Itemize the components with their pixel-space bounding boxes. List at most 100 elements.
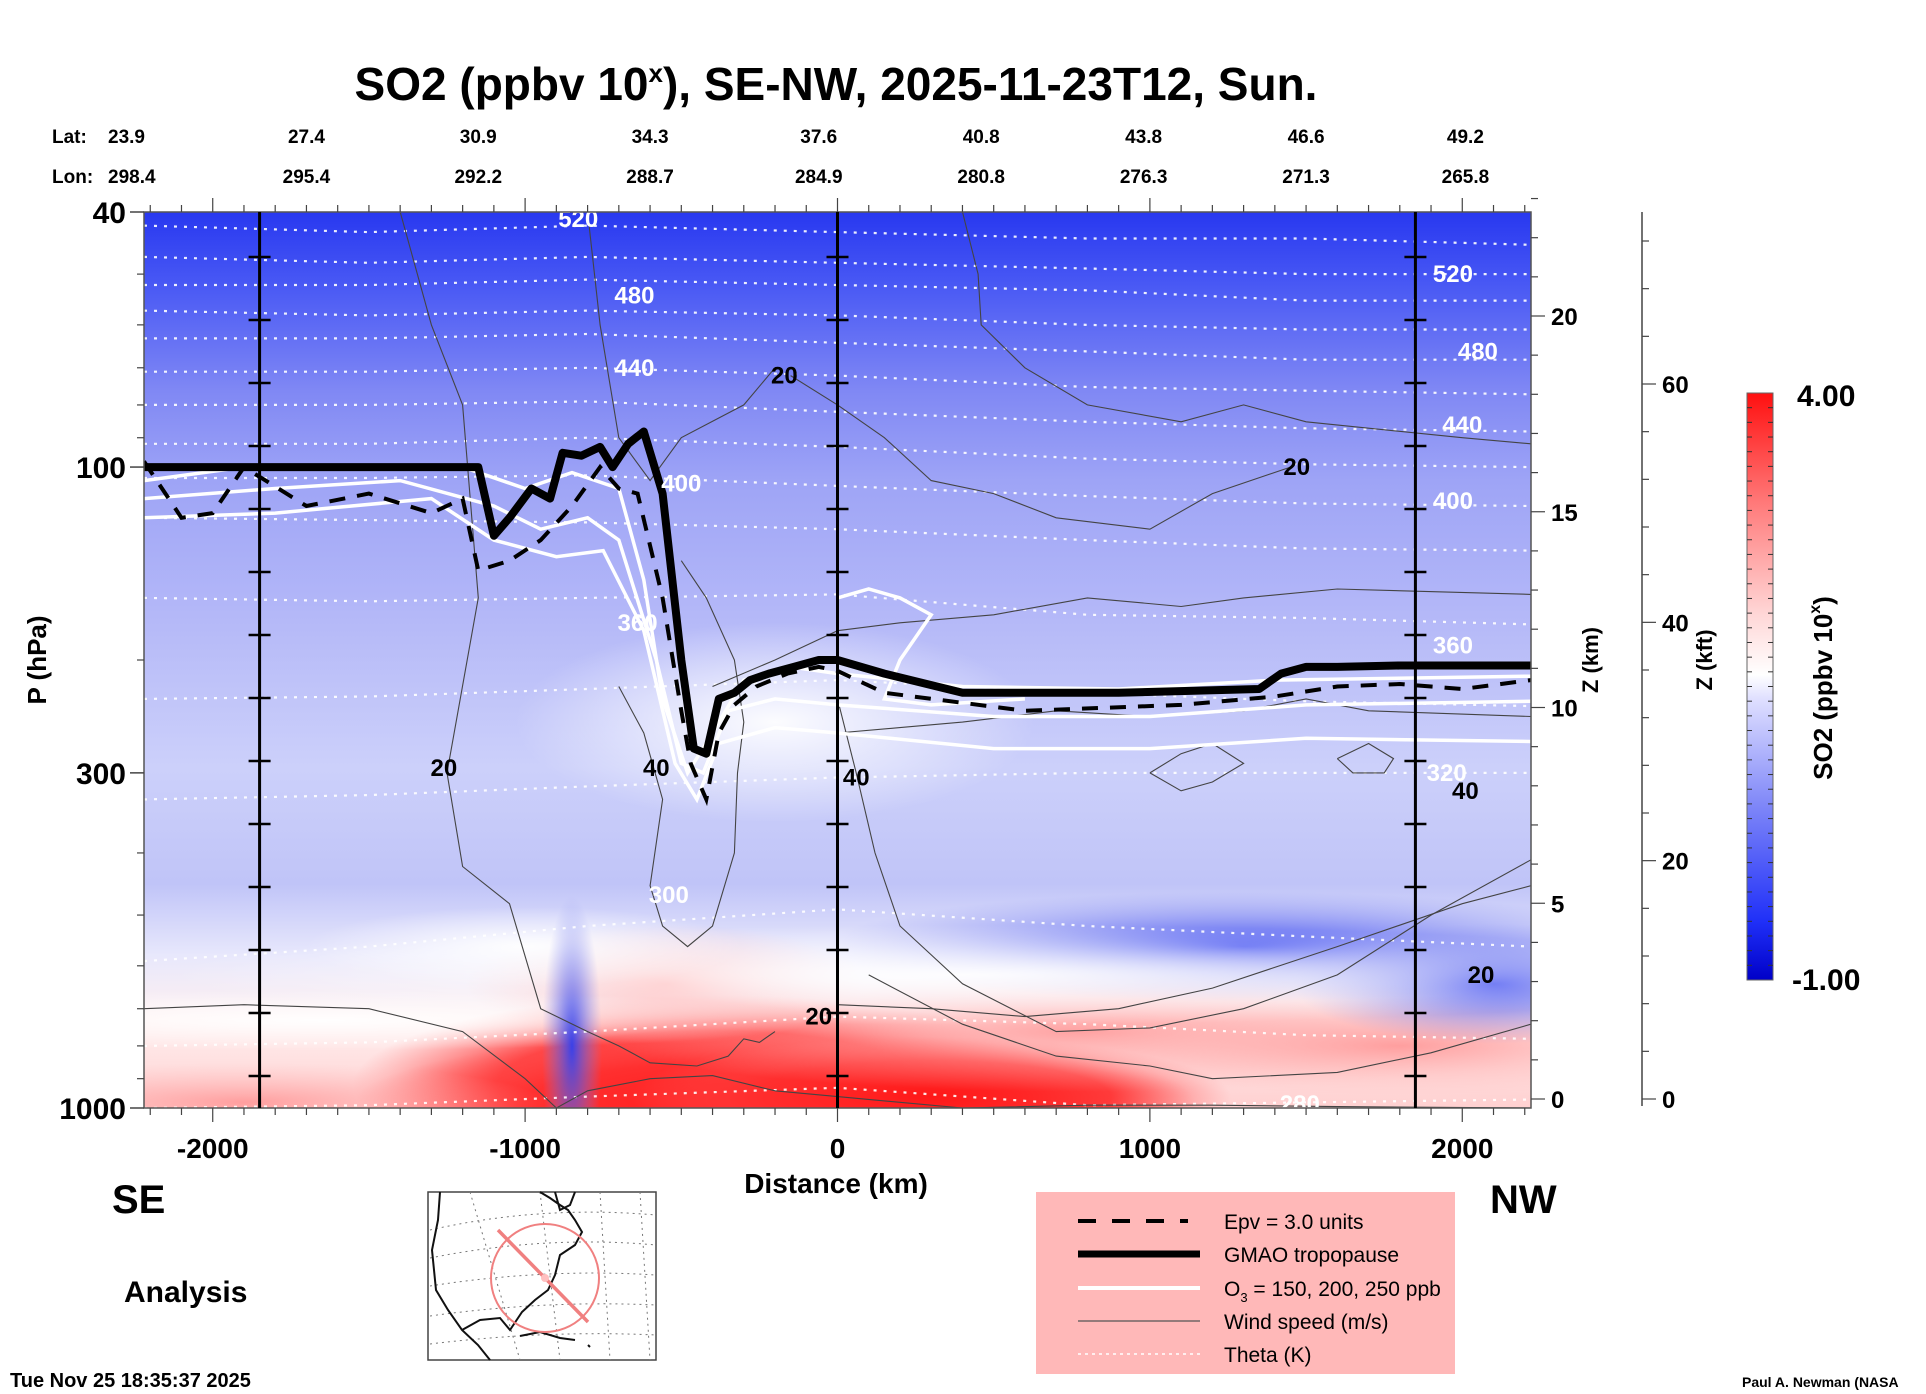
lat-value: 43.8 [1125,127,1162,148]
x-axis-title: Distance (km) [744,1168,928,1199]
lon-value: 284.9 [795,167,843,188]
wind-speed-contour [1336,742,1395,774]
legend-label-theta: Theta (K) [1224,1344,1312,1367]
theta-contour-540 [144,255,1531,276]
wind-speed-contour [837,885,1531,1018]
wind-speed-contour [790,375,1291,530]
product-label: Analysis [124,1276,247,1309]
lon-value: 288.7 [626,167,674,188]
inset-map-graticule [429,1191,657,1361]
legend-label-o3: O3 = 150, 200, 250 ppb [1224,1278,1441,1305]
y-axis-title: P (hPa) [22,615,52,704]
theta-contour-440 [144,400,1531,433]
epv-3pvu-line [144,460,1531,807]
theta-contour-400 [144,474,1531,508]
so2-moderate-region [144,1062,544,1108]
colorbar-max-label: 4.00 [1797,380,1855,413]
lat-value: 27.4 [288,127,325,148]
colorbar-title: SO2 (ppbv 10x) [1807,596,1838,780]
theta-contour-500 [144,309,1531,331]
wind-speed-label: 20 [805,1004,832,1031]
wind-speed-contour [587,212,776,482]
x-tick-label: 1000 [1119,1133,1181,1164]
theta-label: 320 [1427,760,1467,787]
direction-right-label: NW [1490,1178,1557,1222]
lat-value: 30.9 [460,127,497,148]
wind-speed-label: 20 [771,363,798,390]
colorbar: 4.00 -1.00 SO2 (ppbv 10x) [1746,380,1860,997]
theta-label: 400 [661,470,701,497]
lon-value: 265.8 [1442,167,1490,188]
wind-speed-label: 40 [843,764,870,791]
lat-value: 23.9 [108,127,145,148]
legend-label-epv: Epv = 3.0 units [1224,1211,1364,1234]
z-km-tick-label: 20 [1551,304,1578,331]
y-tick-label: 40 [93,197,126,230]
so2-field: 520 520 480 480 440 440 400 400 360 360 320 300 280 2… [144,206,1531,1118]
wind-speed-contour [1149,742,1245,792]
wind-speed-contour [836,698,1531,1033]
credit-text: Paul A. Newman (NASA [1742,1374,1899,1390]
z-kft-tick-label: 60 [1662,372,1689,399]
theta-label: 360 [1433,633,1473,660]
theta-label: 360 [618,610,658,637]
so2-low-region [541,895,602,1108]
chart-title: SO2 (ppbv 10x), SE-NW, 2025-11-23T12, Su… [355,58,1318,110]
theta-label: 440 [1442,412,1482,439]
theta-label: 520 [558,206,598,233]
z-kft-tick-label: 40 [1662,610,1689,637]
z-km-tick-label: 5 [1551,891,1564,918]
z-kft-axis-title: Z (kft) [1692,629,1717,690]
lat-lon-header: Lat: Lon: 23.9 27.4 30.9 34.3 37.6 40.8 43.8 46… [52,127,1489,188]
inset-map-range-circle [490,1223,600,1333]
legend-label-tropopause: GMAO tropopause [1224,1244,1399,1267]
z-km-axis-title: Z (km) [1578,627,1603,693]
theta-contour-460 [144,366,1531,396]
lon-value: 292.2 [454,167,502,188]
wind-speed-contour [961,212,1531,445]
y-tick-label: 100 [76,452,126,485]
inset-map-coastlines [430,1191,591,1361]
lat-label: Lat: [52,127,87,148]
lat-value: 40.8 [963,127,1000,148]
x-tick-label: -2000 [177,1133,249,1164]
theta-label: 480 [1458,338,1498,365]
so2-near-zero-region [305,906,746,987]
z-km-tick-label: 0 [1551,1087,1564,1114]
wind-speed-label: 40 [1452,778,1479,805]
z-kft-tick-label: 20 [1662,849,1689,876]
wind-speed-contour [712,588,1531,688]
ozone-contour [144,496,1531,804]
inset-map [427,1191,657,1361]
z-km-tick-label: 15 [1551,500,1578,527]
y-tick-label: 300 [76,758,126,791]
lon-label: Lon: [52,167,93,188]
lat-value: 37.6 [800,127,837,148]
theta-contour-420 [144,436,1531,469]
lon-value: 295.4 [283,167,331,188]
theta-contour-340 [144,678,1531,708]
theta-label: 300 [649,882,689,909]
colorbar-min-label: -1.00 [1792,964,1860,997]
lon-value: 280.8 [957,167,1005,188]
wind-speed-label: 40 [643,755,670,782]
theta-contour-520 [144,278,1531,302]
wind-speed-contour [144,1004,1531,1108]
x-tick-label: 0 [830,1133,846,1164]
wind-speed-label: 20 [1468,962,1495,989]
so2-near-zero-region [144,990,822,1051]
wind-speed-contour [618,560,745,948]
theta-contour-320 [144,771,1531,801]
wind-speed-label: 20 [431,755,458,782]
y-tick-label: 1000 [59,1093,126,1126]
theta-contour-480 [144,332,1531,361]
theta-label: 400 [1433,488,1473,515]
legend: Epv = 3.0 units GMAO tropopause O3 = 150… [1036,1192,1455,1374]
lon-value: 271.3 [1282,167,1330,188]
x-tick-label: 2000 [1431,1133,1493,1164]
ozone-contour [837,587,1026,707]
theta-label: 280 [1280,1091,1320,1118]
theta-label: 440 [614,355,654,382]
legend-box [1036,1192,1455,1374]
z-km-tick-label: 10 [1551,696,1578,723]
